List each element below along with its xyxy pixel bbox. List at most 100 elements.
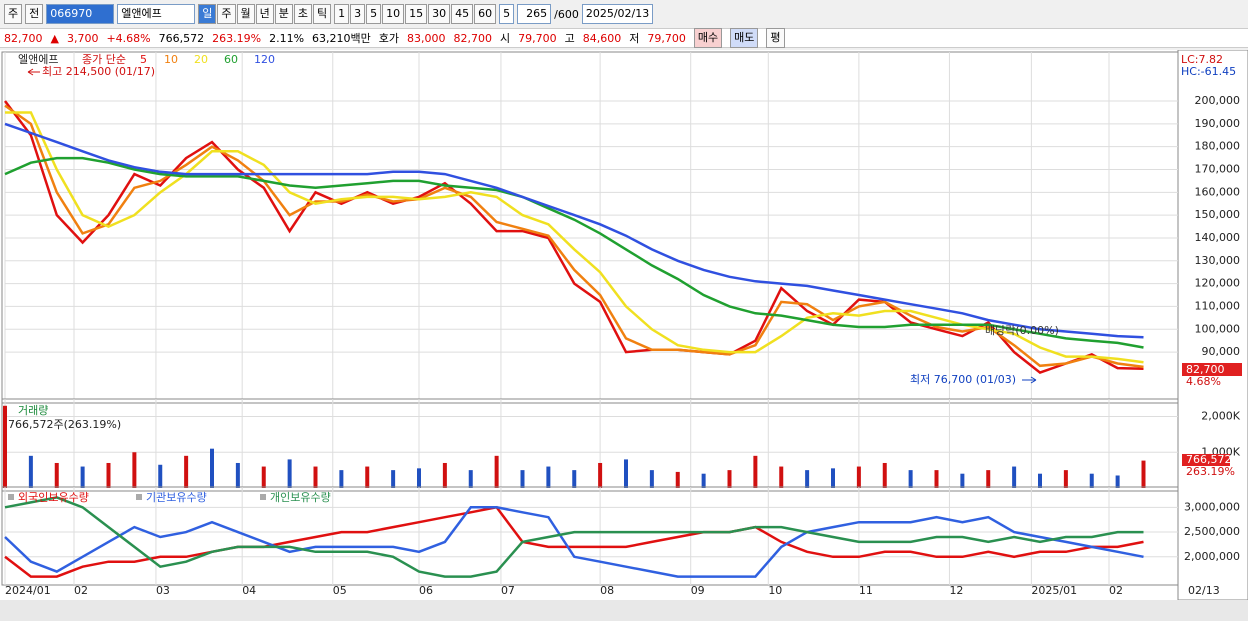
volume-bar xyxy=(28,455,33,488)
volume-bar xyxy=(235,462,240,488)
volume-bar xyxy=(572,470,577,488)
x-tick-label: 03 xyxy=(156,584,170,597)
x-tick-label: 11 xyxy=(859,584,873,597)
legend-swatch xyxy=(260,494,266,500)
ask: 83,000 xyxy=(407,31,446,45)
series-line xyxy=(4,104,1144,369)
volume-bar xyxy=(546,466,551,488)
period-button[interactable]: 틱 xyxy=(313,4,332,24)
count-unit[interactable]: 5 xyxy=(499,4,515,24)
y-tick-label: 110,000 xyxy=(1195,299,1241,312)
volume-bar xyxy=(106,462,111,488)
y-tick-label: 190,000 xyxy=(1195,117,1241,130)
volume-bar xyxy=(417,468,421,488)
code-input[interactable]: 066970 xyxy=(46,4,115,24)
volume-bar xyxy=(391,470,396,488)
volume-ratio: 263.19% xyxy=(212,31,262,45)
interval-button[interactable]: 1 xyxy=(334,4,350,24)
legend-swatch xyxy=(136,494,142,500)
y-tick-label: 130,000 xyxy=(1195,254,1241,267)
x-tick-label: 04 xyxy=(242,584,256,597)
mode[interactable]: 전 xyxy=(25,4,44,24)
volume-bar xyxy=(598,462,603,488)
volume-bar xyxy=(1038,473,1042,488)
x-tick-label: 10 xyxy=(768,584,782,597)
interval-button[interactable]: 45 xyxy=(451,4,474,24)
series-line xyxy=(4,100,1144,375)
volume-bar xyxy=(442,462,447,488)
volume-bar xyxy=(727,470,732,488)
interval-button[interactable]: 3 xyxy=(350,4,366,24)
scrollbar[interactable] xyxy=(0,600,1248,621)
low: 79,700 xyxy=(647,31,686,45)
period-button[interactable]: 월 xyxy=(236,4,255,24)
volume-bar xyxy=(261,466,266,488)
period-button[interactable]: 분 xyxy=(274,4,293,24)
bid: 82,700 xyxy=(453,31,493,45)
x-tick-label: 05 xyxy=(333,584,347,597)
amount: 63,210백만 xyxy=(312,32,371,45)
high-note: 최고 214,500 (01/17) xyxy=(42,65,155,78)
x-tick-label: 02 xyxy=(74,584,88,597)
volume-bar xyxy=(986,470,991,488)
interval-button[interactable]: 30 xyxy=(428,4,451,24)
legend-entry: 5 xyxy=(140,53,147,66)
volume-bar xyxy=(132,452,137,488)
interval-button[interactable]: 15 xyxy=(405,4,428,24)
panel-frame xyxy=(1,398,1179,492)
legend-entry: 20 xyxy=(194,53,208,66)
volume-bar xyxy=(753,455,758,488)
legend-entry: 외국인보유수량 xyxy=(18,491,89,504)
count[interactable]: 265 xyxy=(517,4,552,24)
series-line xyxy=(5,111,1144,364)
volume-bar xyxy=(882,462,887,488)
quote-label: 호가 xyxy=(378,32,400,45)
last-date: 02/13 xyxy=(1188,584,1220,597)
period-button[interactable]: 초 xyxy=(293,4,312,24)
series-line xyxy=(4,505,1144,578)
x-tick-label: 02 xyxy=(1109,584,1123,597)
volume-bar xyxy=(1012,466,1017,488)
interval-button[interactable]: 5 xyxy=(366,4,382,24)
sell-button[interactable]: 매도 xyxy=(730,28,759,48)
date-input[interactable]: 2025/02/13 xyxy=(581,4,654,24)
event-note: 배당락(0.00%) xyxy=(985,324,1059,337)
stock-name: 엘앤에프 xyxy=(117,4,196,24)
price-tag: 82,700 xyxy=(1186,363,1225,376)
volume-bar xyxy=(158,464,163,488)
x-tick-label: 09 xyxy=(691,584,705,597)
y-tick-label: 2,500,000 xyxy=(1184,525,1240,538)
volume-bar xyxy=(494,455,499,488)
y-tick-label: 2,000K xyxy=(1201,410,1240,423)
volume-bar xyxy=(649,470,654,488)
panel-frame xyxy=(1,486,1179,586)
open-label: 시 xyxy=(500,32,511,45)
right-axis-bg xyxy=(1177,50,1248,601)
market[interactable]: 주 xyxy=(4,4,23,24)
low-note: 최저 76,700 (01/03) xyxy=(910,373,1016,386)
buy-button[interactable]: 매수 xyxy=(693,28,723,48)
volume-bar xyxy=(468,470,473,488)
chart: 90,000 100,000 110,000 120,000 130,000 140,00… xyxy=(0,50,1248,621)
interval-button[interactable]: 10 xyxy=(382,4,405,24)
period-button[interactable]: 년 xyxy=(255,4,274,24)
interval-button[interactable]: 60 xyxy=(474,4,497,24)
high: 84,600 xyxy=(582,31,622,45)
volume-bar xyxy=(675,471,680,488)
high-arrow xyxy=(27,68,40,76)
volume: 766,572 xyxy=(158,31,205,45)
change-pct: +4.68% xyxy=(106,31,151,45)
volume-bar xyxy=(1115,475,1120,488)
avg-button[interactable]: 평 xyxy=(766,28,785,48)
volume-note: 766,572주(263.19%) xyxy=(8,418,121,431)
period-button[interactable]: 주 xyxy=(217,4,236,24)
volume-bar xyxy=(856,466,861,488)
x-tick-label: 2024/01 xyxy=(5,584,51,597)
legend-swatch xyxy=(8,494,14,500)
period-button[interactable]: 일 xyxy=(198,4,217,24)
low-arrow xyxy=(1022,376,1037,384)
series-line xyxy=(4,122,1144,339)
panel-frame xyxy=(1,51,1179,404)
